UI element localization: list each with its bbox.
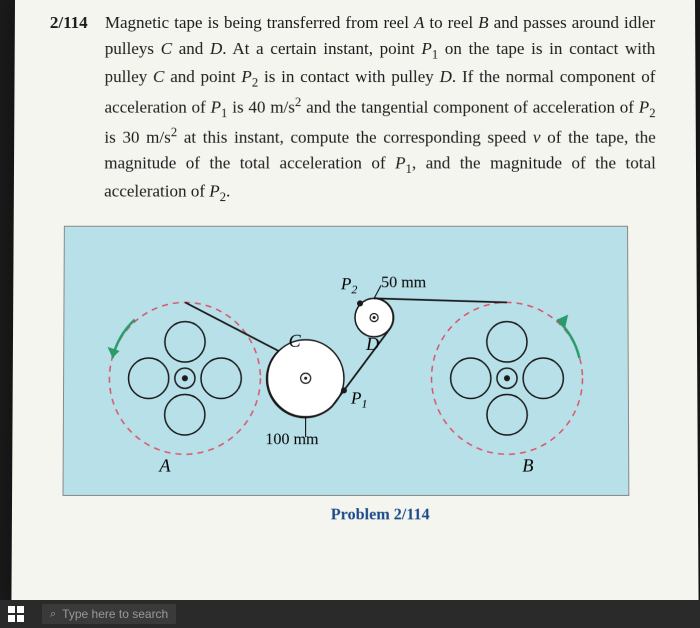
windows-start-icon[interactable] (8, 606, 24, 622)
label-p2: P2 (340, 274, 357, 296)
label-d: D (365, 334, 379, 354)
diagram-svg: C D A B P1 P2 100 mm 50 mm (64, 227, 629, 495)
point-p2 (357, 300, 363, 306)
label-p1: P1 (350, 388, 368, 410)
point-p1 (341, 387, 347, 393)
figure-diagram: C D A B P1 P2 100 mm 50 mm (62, 226, 629, 496)
label-c: C (289, 331, 302, 351)
search-placeholder: Type here to search (62, 607, 168, 621)
search-icon: ⌕ (50, 608, 56, 621)
dim-c: 100 mm (265, 431, 319, 448)
windows-taskbar[interactable]: ⌕ Type here to search (0, 600, 700, 628)
dim-d: 50 mm (381, 274, 427, 291)
problem-text: 2/114Magnetic tape is being transferred … (104, 10, 656, 208)
reel-a (109, 302, 260, 454)
figure-caption: Problem 2/114 (103, 506, 658, 524)
tape-path (185, 298, 507, 417)
problem-number: 2/114 (50, 10, 105, 36)
reel-b (431, 302, 582, 454)
label-b: B (522, 455, 533, 475)
label-a: A (158, 455, 171, 475)
taskbar-search[interactable]: ⌕ Type here to search (42, 604, 176, 624)
textbook-page: 2/114Magnetic tape is being transferred … (11, 0, 698, 604)
